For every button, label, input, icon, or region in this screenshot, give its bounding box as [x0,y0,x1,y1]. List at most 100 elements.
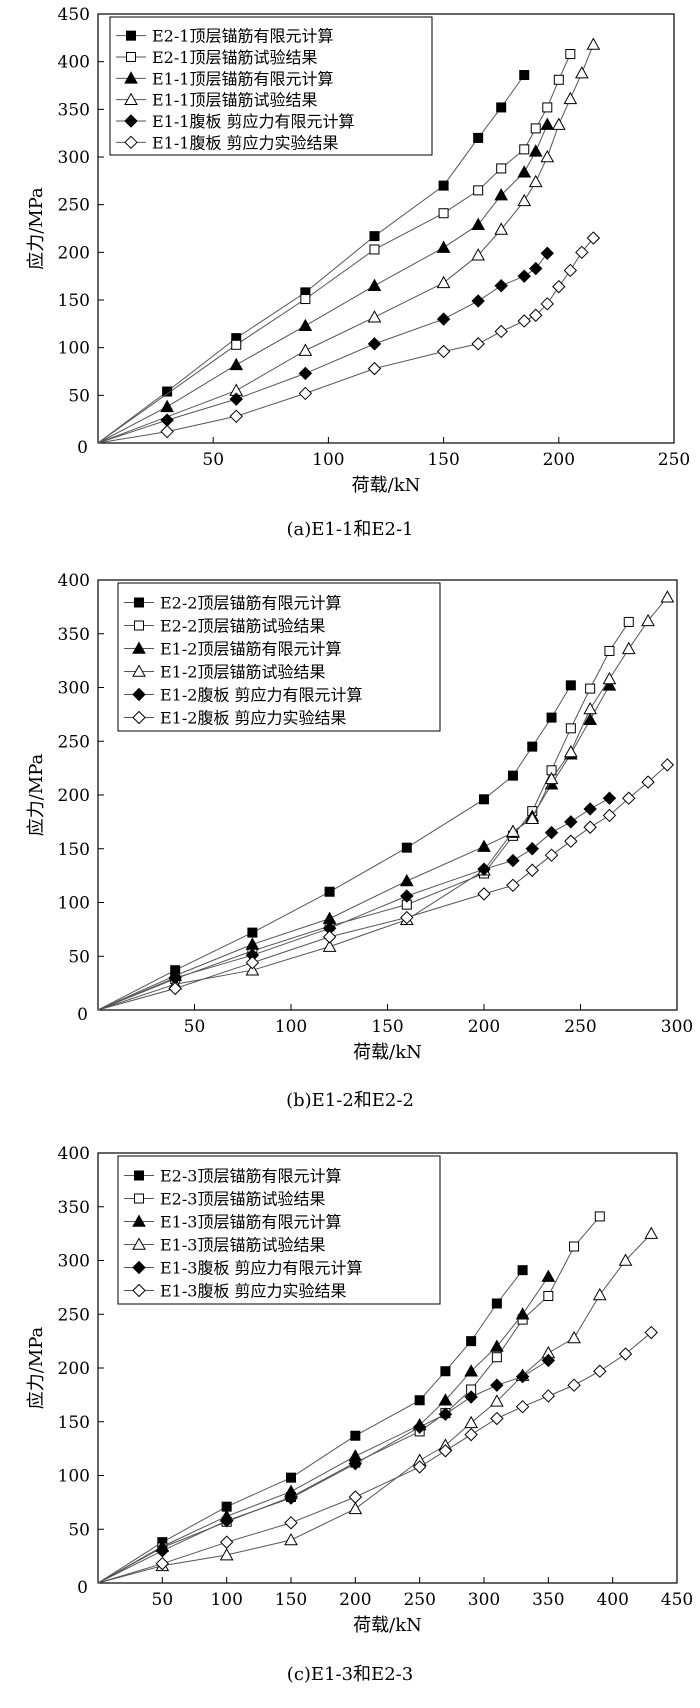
data-marker-square [369,244,380,255]
data-marker-triangle [641,613,655,627]
data-marker-square [565,723,576,734]
data-marker-square [491,1298,502,1309]
y-tick-label: 350 [58,625,90,645]
y-tick-label: 250 [58,196,90,216]
data-marker-diamond [298,386,313,401]
data-marker-triangle [583,701,597,715]
x-tick-label: 100 [275,1017,307,1037]
x-tick-label: 150 [371,1017,403,1037]
data-marker-square [623,616,634,627]
data-marker-diamond [602,808,617,823]
series-5 [97,1353,556,1584]
x-tick-label: 450 [661,1590,693,1610]
y-tick-label: 300 [58,1252,90,1272]
data-marker-triangle [471,248,486,261]
data-marker-diamond [132,1260,146,1275]
data-marker-triangle [517,193,532,207]
legend-label: E2-2顶层锚筋试验结果 [160,617,325,636]
data-marker-triangle [132,1214,146,1227]
data-marker-diamond [494,324,508,339]
legend-label: E2-3顶层锚筋试验结果 [160,1190,325,1209]
data-marker-triangle [124,71,138,84]
data-marker-square [473,185,484,196]
data-marker-diamond [494,278,508,293]
data-marker-diamond [229,409,243,424]
x-tick-label: 150 [275,1590,307,1610]
data-marker-square [473,132,484,143]
legend-label: E1-1腹板 剪应力有限元计算 [152,112,355,131]
data-marker-triangle [644,1226,659,1239]
data-marker-triangle [245,963,260,976]
data-marker-square [565,680,576,691]
data-marker-diamond [412,1420,427,1434]
data-marker-triangle [132,664,146,677]
legend-label: E1-2顶层锚筋有限元计算 [160,640,341,659]
x-tick-label: 100 [312,450,344,470]
data-marker-triangle [528,144,543,157]
data-marker-triangle [464,1415,478,1429]
data-marker-diamond [515,1369,530,1384]
data-marker-diamond [124,135,138,150]
data-marker-triangle [494,188,509,201]
x-axis-title: 荷载/kN [352,475,421,496]
data-marker-triangle [621,641,636,655]
x-tick-label: 200 [468,1017,500,1037]
x-tick-label: 200 [543,450,575,470]
legend-label: E1-3顶层锚筋试验结果 [160,1236,325,1255]
data-marker-square [126,52,136,62]
data-marker-diamond [660,758,675,772]
legend-label: E1-3腹板 剪应力实验结果 [160,1282,347,1301]
data-marker-triangle [567,1330,581,1344]
data-marker-diamond [464,1427,478,1442]
legend: E2-3顶层锚筋有限元计算 E2-3顶层锚筋试验结果 E1-3顶层锚筋有限元计算 E1… [117,1155,441,1305]
data-marker-diamond [132,1283,146,1298]
data-marker-triangle [490,1394,504,1407]
data-marker-square [126,30,136,41]
data-marker-square [350,1430,361,1441]
y-axis-title: 应力/MPa [26,753,47,836]
y-axis-title: 应力/MPa [26,1326,47,1409]
data-marker-triangle [367,310,382,323]
data-marker-square [247,927,258,938]
data-marker-diamond [168,981,182,996]
figure-caption: (b)E1-2和E2-2 [286,1090,414,1111]
data-marker-triangle [574,66,589,79]
data-marker-diamond [515,1399,530,1414]
origin-label: 0 [77,1005,88,1025]
data-marker-diamond [567,1378,581,1392]
data-marker-diamond [245,955,260,970]
data-marker-square [604,645,615,656]
legend-label: E2-2顶层锚筋有限元计算 [160,594,341,613]
data-marker-diamond [525,863,539,877]
data-marker-square [594,1211,605,1222]
y-tick-label: 100 [58,894,90,914]
data-marker-triangle [464,1364,478,1377]
data-marker-diamond [541,1353,556,1368]
data-marker-triangle [490,1339,504,1352]
data-marker-diamond [229,392,243,406]
data-marker-square [134,1170,144,1181]
data-marker-diamond [563,263,578,278]
data-marker-triangle [298,318,313,332]
data-marker-diamond [540,297,554,311]
data-marker-diamond [367,337,382,351]
y-tick-label: 200 [58,243,90,263]
series-3 [97,1269,556,1584]
data-marker-diamond [506,853,520,868]
y-tick-label: 100 [58,1467,90,1487]
legend-label: E2-1顶层锚筋试验结果 [152,48,317,67]
legend-box [109,16,433,156]
data-marker-triangle [348,1501,363,1515]
legend-label: E1-3腹板 剪应力有限元计算 [160,1259,363,1278]
data-marker-square [519,144,530,155]
data-marker-square [369,231,380,242]
series-line [97,685,610,1011]
y-tick-label: 300 [58,679,90,699]
data-marker-diamond [490,1411,504,1426]
data-marker-diamond [438,1444,453,1458]
data-marker-diamond [348,1456,363,1471]
y-tick-label: 200 [58,1359,90,1379]
series-1 [97,70,530,444]
data-marker-diamond [540,246,554,260]
series-6 [97,1325,658,1584]
